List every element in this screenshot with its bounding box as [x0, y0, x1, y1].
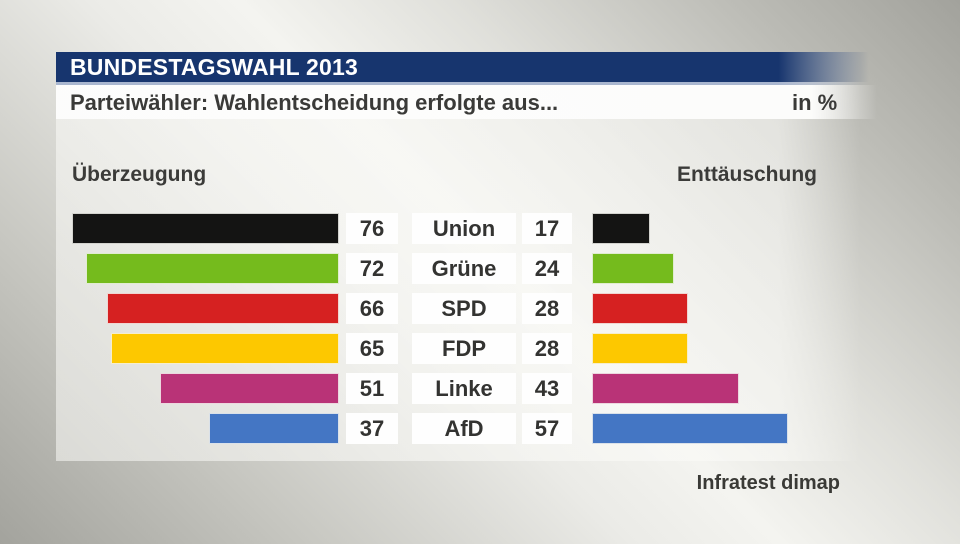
- bar-right: [592, 373, 739, 404]
- party-label: Linke: [412, 373, 516, 404]
- column-header-left: Überzeugung: [72, 163, 207, 186]
- bar-right: [592, 293, 688, 324]
- bar-right: [592, 413, 788, 444]
- bar-left: [86, 253, 339, 284]
- source-credit: Infratest dimap: [696, 472, 840, 494]
- column-header-right: Enttäuschung: [677, 163, 817, 186]
- value-box-right: 28: [522, 333, 572, 364]
- bar-left: [209, 413, 339, 444]
- bar-right: [592, 333, 688, 364]
- value-box-right: 28: [522, 293, 572, 324]
- value-box-right: 43: [522, 373, 572, 404]
- subtitle-text: Parteiwähler: Wahlentscheidung erfolgte …: [70, 90, 559, 115]
- chart-row-grne: 72 Grüne 24: [0, 253, 960, 284]
- bar-left: [72, 213, 339, 244]
- bar-left: [111, 333, 339, 364]
- chart-row-linke: 51 Linke 43: [0, 373, 960, 404]
- bar-left: [107, 293, 339, 324]
- party-label: Grüne: [412, 253, 516, 284]
- chart-row-union: 76 Union 17: [0, 213, 960, 244]
- value-box-left: 51: [346, 373, 398, 404]
- value-box-left: 37: [346, 413, 398, 444]
- chart-row-afd: 37 AfD 57: [0, 413, 960, 444]
- value-box-right: 24: [522, 253, 572, 284]
- chart-row-fdp: 65 FDP 28: [0, 333, 960, 364]
- title-separator: [56, 82, 877, 85]
- party-label: SPD: [412, 293, 516, 324]
- value-box-left: 72: [346, 253, 398, 284]
- value-box-left: 65: [346, 333, 398, 364]
- value-box-right: 57: [522, 413, 572, 444]
- value-box-left: 66: [346, 293, 398, 324]
- bar-left: [160, 373, 339, 404]
- bar-right: [592, 253, 674, 284]
- unit-label: in %: [792, 90, 838, 115]
- party-label: Union: [412, 213, 516, 244]
- value-box-left: 76: [346, 213, 398, 244]
- value-box-right: 17: [522, 213, 572, 244]
- party-label: FDP: [412, 333, 516, 364]
- title-bar: BUNDESTAGSWAHL 2013: [56, 52, 877, 82]
- subtitle-bar: Parteiwähler: Wahlentscheidung erfolgte …: [56, 85, 877, 119]
- title-text: BUNDESTAGSWAHL 2013: [70, 54, 358, 80]
- bar-right: [592, 213, 650, 244]
- chart-row-spd: 66 SPD 28: [0, 293, 960, 324]
- party-label: AfD: [412, 413, 516, 444]
